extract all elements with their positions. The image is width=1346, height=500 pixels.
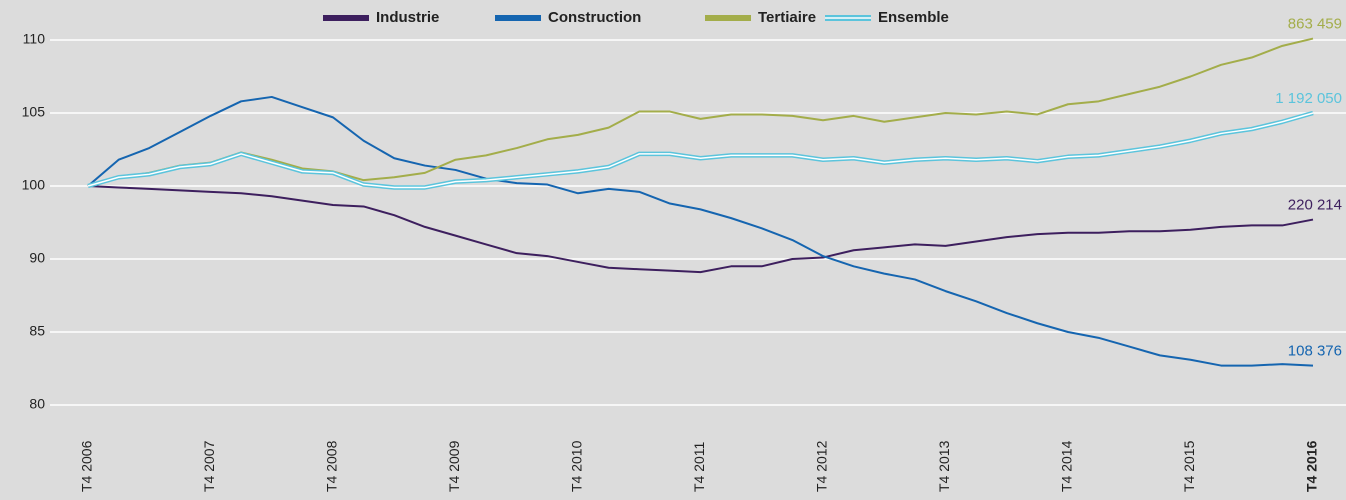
x-tick-label: T4 2006 [79,440,95,492]
x-tick-label: T4 2007 [201,440,217,492]
x-tick-label: T4 2012 [814,440,830,492]
y-tick-label: 105 [22,104,46,120]
y-tick-label: 110 [23,31,46,47]
series-line-highlight [87,112,1314,189]
legend-label: Industrie [376,9,439,26]
legend-label: Ensemble [878,9,949,26]
y-tick-label: 90 [29,250,45,266]
series-line [87,185,1314,274]
legend-swatch [705,15,751,21]
x-tick-label: T4 2015 [1181,440,1197,492]
end-label: 220 214 [1288,197,1342,214]
y-tick-label: 100 [22,177,46,193]
series-line [87,95,1314,367]
end-label: 863 459 [1288,16,1342,33]
legend-label: Tertiaire [758,9,816,26]
x-tick-label: T4 2014 [1059,440,1075,492]
y-tick-label: 85 [29,323,45,339]
series-line [87,37,1314,187]
end-label: 1 192 050 [1275,90,1342,107]
x-tick-label: T4 2010 [569,440,585,492]
x-tick-label: T4 2011 [691,441,707,492]
x-tick-label: T4 2016 [1304,440,1320,492]
legend-label: Construction [548,9,641,26]
legend-swatch [323,15,369,21]
x-tick-label: T4 2009 [446,440,462,492]
x-tick-label: T4 2008 [324,440,340,492]
y-tick-label: 80 [29,396,45,412]
x-tick-label: T4 2013 [936,440,952,492]
end-label: 108 376 [1288,343,1342,360]
legend-swatch [495,15,541,21]
